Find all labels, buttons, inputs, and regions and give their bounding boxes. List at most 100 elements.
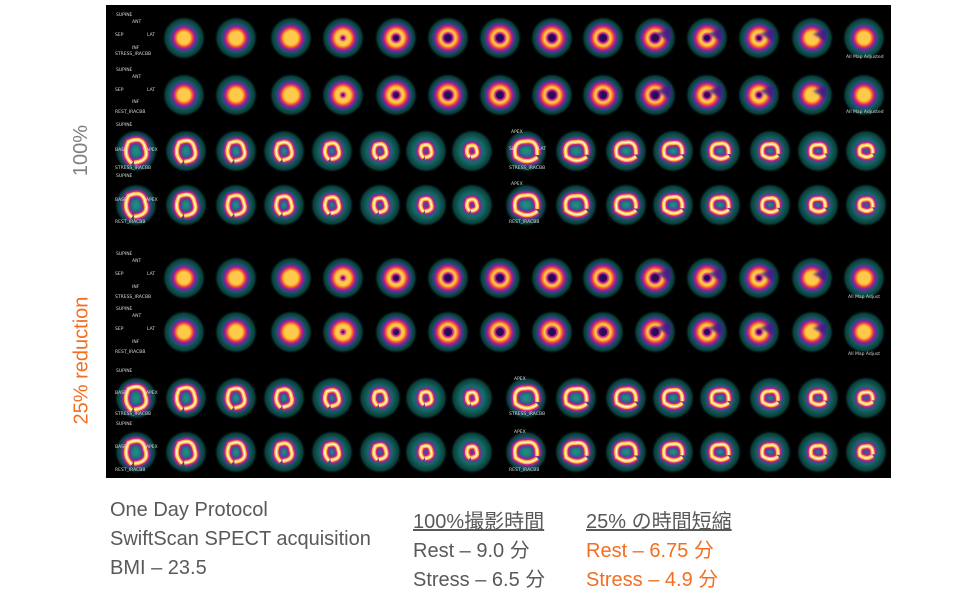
full-time-stress: Stress – 6.5 分 (413, 569, 546, 591)
row3-vla-lat-label: LAT (538, 146, 546, 152)
sa-stress-red-slice-13 (790, 256, 834, 300)
sa-rest-slice-1 (162, 73, 206, 117)
la-rest-red-vla-6 (748, 430, 792, 474)
sa-rest-slice-5 (374, 73, 418, 117)
row1-name-label: STRESS_IRACBB (115, 51, 151, 57)
la-rest-vla-4 (651, 183, 695, 227)
la-stress-vla-7 (796, 129, 840, 173)
sa-rest-slice-10 (633, 73, 677, 117)
la-rest-hla-4 (262, 183, 306, 227)
row1-lat-label: LAT (147, 32, 155, 38)
la-rest-red-vla-2 (554, 430, 598, 474)
la-rest-vla-1 (504, 183, 548, 227)
sa-stress-slice-7 (478, 16, 522, 60)
la-rest-red-vla-8 (844, 430, 888, 474)
la-stress-vla-2 (554, 129, 598, 173)
row8-name-label: REST_IRACBB (115, 467, 145, 473)
row8-base-label: BASE (115, 444, 127, 450)
row5-inf-label: INF (132, 284, 140, 290)
row2-lat-label: LAT (147, 87, 155, 93)
sa-stress-red-slice-12 (737, 256, 781, 300)
row2-ant-label: ANT (132, 74, 141, 80)
sa-rest-slice-4 (321, 73, 365, 117)
sa-stress-red-slice-6 (426, 256, 470, 300)
sa-rest-red-slice-12 (737, 310, 781, 354)
row5-name-label: STRESS_IRACBB (115, 294, 151, 300)
sa-stress-red-slice-11 (685, 256, 729, 300)
sa-rest-red-slice-1 (162, 310, 206, 354)
sa-rest-red-slice-13 (790, 310, 834, 354)
la-stress-red-vla-6 (748, 376, 792, 420)
la-rest-red-vla-4 (651, 430, 695, 474)
row5-adjusted-label: All Map Adjust (848, 294, 880, 300)
la-stress-hla-6 (358, 129, 402, 173)
row7-supine-label: SUPINE (116, 368, 133, 374)
sa-stress-slice-4 (321, 16, 365, 60)
protocol-line1: One Day Protocol (110, 499, 268, 521)
sa-rest-red-slice-5 (374, 310, 418, 354)
la-rest-hla-8 (450, 183, 494, 227)
sa-rest-red-slice-11 (685, 310, 729, 354)
la-stress-vla-4 (651, 129, 695, 173)
sa-stress-slice-2 (214, 16, 258, 60)
spect-slices-graphic: SUPINE ANT SEP LAT INF STRESS_IRACBB All… (114, 12, 888, 474)
sa-stress-red-slice-2 (214, 256, 258, 300)
row1-sep-label: SEP (115, 32, 124, 38)
row6-inf-label: INF (132, 339, 140, 345)
full-time-header: 100%撮影時間 (413, 511, 545, 533)
la-stress-red-hla-7 (404, 376, 448, 420)
sa-rest-red-slice-7 (478, 310, 522, 354)
row3-vla-name-label: STRESS_IRACBB (509, 165, 545, 171)
protocol-line2: SwiftScan SPECT acquisition (110, 528, 371, 550)
sa-rest-red-slice-9 (581, 310, 625, 354)
row4-base-label: BASE (115, 197, 127, 203)
la-stress-red-hla-2 (164, 376, 208, 420)
row3-vla-sep-label: SEP (509, 146, 518, 152)
sa-stress-red-slice-9 (581, 256, 625, 300)
row8-supine-label: SUPINE (116, 421, 133, 427)
la-stress-hla-5 (310, 129, 354, 173)
sa-rest-red-slice-4 (321, 310, 365, 354)
sa-stress-slice-12 (737, 16, 781, 60)
row7-vla-apex-label: APEX (514, 376, 526, 382)
sa-stress-slice-6 (426, 16, 470, 60)
sa-stress-red-slice-4 (321, 256, 365, 300)
la-rest-hla-7 (404, 183, 448, 227)
sa-rest-red-slice-6 (426, 310, 470, 354)
sa-rest-red-slice-14 (842, 310, 886, 354)
row5-supine-label: SUPINE (116, 251, 133, 257)
row3-apex-label: APEX (146, 147, 158, 153)
la-rest-vla-5 (698, 183, 742, 227)
row6-adjusted-label: All Map Adjust (848, 351, 880, 357)
row4-name-label: REST_IRACBB (115, 219, 145, 225)
sa-rest-slice-7 (478, 73, 522, 117)
la-stress-hla-3 (214, 129, 258, 173)
la-stress-red-hla-1 (114, 376, 158, 420)
la-stress-red-hla-4 (262, 376, 306, 420)
row2-name-label: REST_IRACBB (115, 109, 145, 115)
la-rest-vla-8 (844, 183, 888, 227)
row5-lat-label: LAT (147, 271, 155, 277)
la-stress-red-vla-2 (554, 376, 598, 420)
la-stress-vla-6 (748, 129, 792, 173)
la-rest-red-hla-2 (164, 430, 208, 474)
sa-stress-red-slice-10 (633, 256, 677, 300)
la-stress-red-vla-1 (504, 376, 548, 420)
la-stress-red-vla-3 (604, 376, 648, 420)
sa-stress-slice-9 (581, 16, 625, 60)
row1-ant-label: ANT (132, 19, 141, 25)
row6-ant-label: ANT (132, 313, 141, 319)
row2-inf-label: INF (132, 99, 140, 105)
la-stress-red-hla-3 (214, 376, 258, 420)
row7-apex-label: APEX (146, 390, 158, 396)
la-stress-hla-8 (450, 129, 494, 173)
la-rest-hla-5 (310, 183, 354, 227)
la-rest-hla-2 (164, 183, 208, 227)
sa-rest-red-slice-8 (530, 310, 574, 354)
la-rest-hla-3 (214, 183, 258, 227)
la-stress-red-vla-7 (796, 376, 840, 420)
row8-vla-apex-label: APEX (514, 429, 526, 435)
row4-supine-label: SUPINE (116, 173, 133, 179)
la-stress-vla-1 (504, 129, 548, 173)
la-stress-hla-1 (114, 129, 158, 173)
